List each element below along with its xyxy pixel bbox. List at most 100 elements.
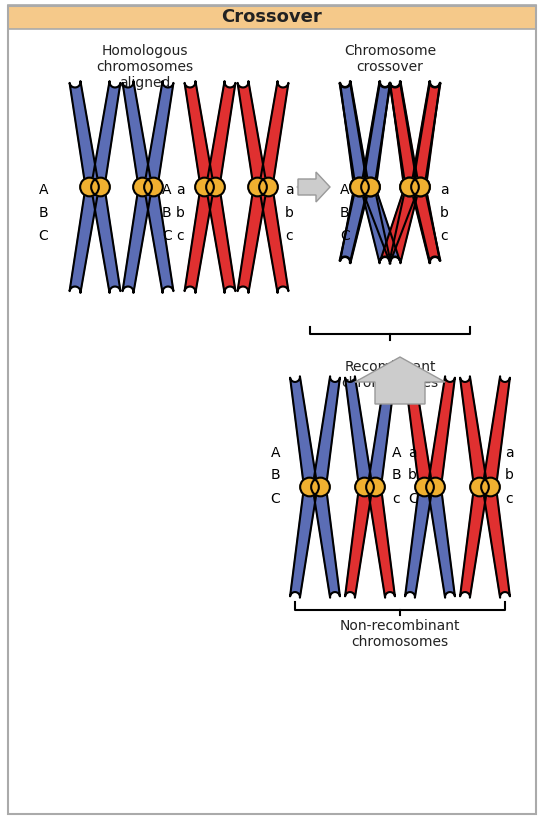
Polygon shape: [207, 81, 236, 185]
Polygon shape: [484, 376, 510, 483]
FancyBboxPatch shape: [8, 5, 536, 29]
Polygon shape: [70, 189, 98, 293]
Text: C: C: [270, 492, 280, 506]
Circle shape: [248, 178, 267, 196]
Polygon shape: [260, 189, 288, 293]
Polygon shape: [412, 81, 441, 185]
Polygon shape: [122, 81, 151, 185]
Polygon shape: [145, 81, 174, 185]
Circle shape: [481, 478, 500, 496]
Polygon shape: [207, 189, 236, 293]
Polygon shape: [460, 376, 486, 483]
Polygon shape: [70, 81, 98, 185]
Polygon shape: [429, 491, 455, 598]
Circle shape: [355, 478, 374, 496]
Polygon shape: [184, 189, 213, 293]
Circle shape: [361, 178, 380, 196]
Text: a: a: [440, 183, 449, 197]
Text: C: C: [408, 492, 418, 506]
Polygon shape: [92, 81, 120, 185]
Polygon shape: [412, 189, 440, 263]
Circle shape: [80, 178, 99, 196]
Circle shape: [144, 178, 163, 196]
Circle shape: [400, 178, 419, 196]
Circle shape: [133, 178, 152, 196]
Text: A: A: [39, 183, 48, 197]
Polygon shape: [290, 491, 317, 598]
Text: c: c: [440, 229, 448, 243]
Text: a: a: [176, 183, 184, 197]
Polygon shape: [340, 81, 367, 183]
Text: b: b: [176, 206, 185, 220]
Text: A: A: [340, 183, 349, 197]
Polygon shape: [413, 191, 440, 263]
Polygon shape: [484, 491, 510, 598]
Circle shape: [415, 478, 434, 496]
Polygon shape: [345, 491, 372, 598]
Text: a: a: [505, 446, 514, 460]
Polygon shape: [122, 189, 151, 293]
Circle shape: [206, 178, 225, 196]
Polygon shape: [313, 376, 340, 483]
Text: A: A: [392, 446, 401, 460]
Text: Chromosome
crossover: Chromosome crossover: [344, 44, 436, 74]
Text: a: a: [285, 183, 294, 197]
Circle shape: [350, 178, 369, 196]
Circle shape: [400, 178, 419, 196]
Text: B: B: [39, 206, 48, 220]
Text: c: c: [176, 229, 184, 243]
Circle shape: [259, 178, 278, 196]
Polygon shape: [390, 81, 417, 183]
Circle shape: [91, 178, 110, 196]
Circle shape: [426, 478, 445, 496]
Text: b: b: [505, 468, 514, 482]
Circle shape: [366, 478, 385, 496]
Text: c: c: [505, 492, 512, 506]
Polygon shape: [390, 81, 418, 185]
Polygon shape: [364, 190, 400, 264]
Circle shape: [311, 478, 330, 496]
Text: Recombinant
chromosomes: Recombinant chromosomes: [342, 360, 438, 390]
Polygon shape: [460, 491, 486, 598]
Text: c: c: [392, 492, 400, 506]
Polygon shape: [184, 81, 213, 185]
Polygon shape: [238, 189, 266, 293]
Polygon shape: [339, 81, 368, 185]
Text: c: c: [285, 229, 293, 243]
Polygon shape: [405, 376, 431, 483]
Polygon shape: [145, 189, 174, 293]
Polygon shape: [92, 189, 120, 293]
Polygon shape: [355, 357, 445, 404]
Polygon shape: [339, 189, 368, 263]
Text: B: B: [162, 206, 171, 220]
Circle shape: [300, 478, 319, 496]
Text: b: b: [440, 206, 449, 220]
Polygon shape: [363, 81, 390, 183]
Polygon shape: [368, 491, 395, 598]
Text: C: C: [162, 229, 172, 243]
Text: a: a: [408, 446, 417, 460]
Text: Homologous
chromosomes
aligned: Homologous chromosomes aligned: [96, 44, 194, 90]
Text: b: b: [285, 206, 294, 220]
Text: Crossover: Crossover: [221, 8, 323, 26]
Text: C: C: [38, 229, 48, 243]
Circle shape: [411, 178, 430, 196]
Polygon shape: [429, 376, 455, 483]
Text: C: C: [340, 229, 350, 243]
Polygon shape: [298, 172, 330, 202]
Circle shape: [350, 178, 369, 196]
Circle shape: [411, 178, 430, 196]
Polygon shape: [405, 491, 431, 598]
Circle shape: [195, 178, 214, 196]
Polygon shape: [362, 81, 391, 185]
Polygon shape: [380, 190, 416, 264]
Text: b: b: [408, 468, 417, 482]
Text: B: B: [340, 206, 350, 220]
Circle shape: [361, 178, 380, 196]
Text: Non-recombinant
chromosomes: Non-recombinant chromosomes: [340, 619, 460, 649]
Text: A: A: [162, 183, 171, 197]
Polygon shape: [345, 376, 372, 483]
Polygon shape: [238, 81, 266, 185]
Polygon shape: [413, 81, 440, 183]
Text: B: B: [270, 468, 280, 482]
